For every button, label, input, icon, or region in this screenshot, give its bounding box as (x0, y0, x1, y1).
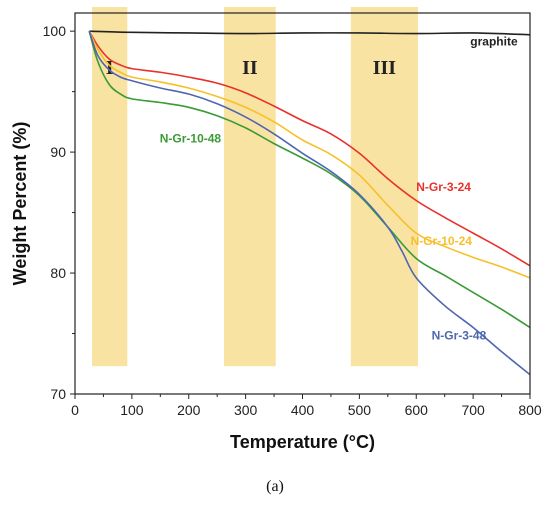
region-band-2 (224, 7, 276, 367)
series-line-n-gr-3-48 (88, 30, 531, 376)
series-line-graphite (89, 30, 531, 36)
x-tick-label: 500 (348, 402, 372, 418)
y-tick-label: 90 (50, 144, 66, 160)
region-band-1 (92, 7, 128, 367)
x-tick-label: 200 (177, 402, 201, 418)
x-tick-label: 0 (71, 402, 79, 418)
region-band-3 (350, 7, 418, 367)
region-labels: I II III (106, 57, 396, 79)
y-tick-label: 80 (50, 265, 66, 281)
tga-chart: I II III 0 100 200 300 400 500 600 700 800 7080901… (10, 7, 542, 452)
x-tick-label: 800 (518, 402, 542, 418)
region-label-1: I (106, 57, 114, 79)
y-axis-ticks: 70 80 90 100 (43, 23, 75, 402)
label-n-gr-10-24: N-Gr-10-24 (411, 234, 473, 248)
x-axis-ticks: 0 100 200 300 400 500 600 700 800 (71, 394, 542, 418)
series-lines (88, 30, 531, 376)
label-n-gr-3-24: N-Gr-3-24 (416, 180, 471, 194)
x-tick-label: 700 (461, 402, 485, 418)
x-tick-label: 300 (234, 402, 258, 418)
x-tick-label: 400 (291, 402, 315, 418)
figure-caption: (a) (266, 478, 284, 495)
x-axis-title: Temperature (°C) (230, 432, 375, 452)
y-tick-label: 70 (50, 386, 66, 402)
series-line-n-gr-3-24 (88, 30, 531, 267)
label-graphite: graphite (470, 35, 518, 49)
label-n-gr-3-48: N-Gr-3-48 (432, 329, 487, 343)
series-annotations: graphite N-Gr-3-24 N-Gr-10-24 N-Gr-10-48 N-G… (160, 35, 518, 343)
y-tick-label: 100 (43, 23, 67, 39)
region-label-2: II (242, 57, 258, 79)
series-line-n-gr-10-24 (88, 30, 531, 279)
region-label-3: III (373, 57, 397, 79)
label-n-gr-10-48: N-Gr-10-48 (160, 131, 222, 145)
x-tick-label: 600 (405, 402, 429, 418)
x-tick-label: 100 (120, 402, 144, 418)
y-axis-title: Weight Percent (%) (10, 122, 30, 286)
series-line-n-gr-10-48 (88, 30, 531, 329)
temperature-regions (92, 7, 418, 367)
